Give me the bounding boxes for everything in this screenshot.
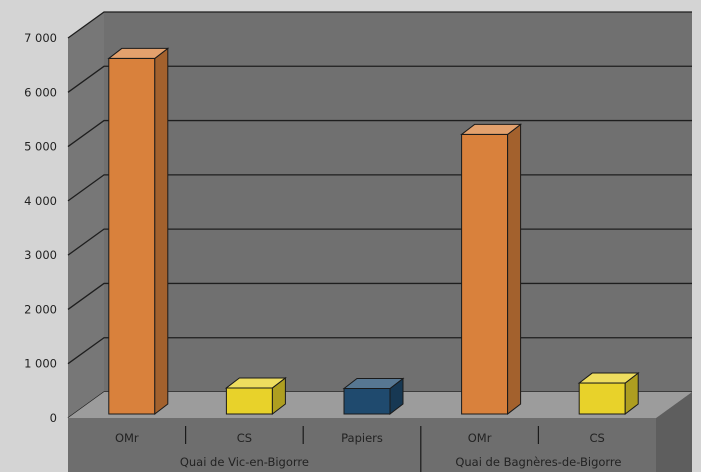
bar	[460, 123, 523, 416]
bar-top	[460, 123, 523, 135]
y-tick-label: 0	[50, 411, 57, 425]
x-tick-label: Papiers	[341, 431, 383, 445]
x-tick-label: CS	[590, 431, 605, 445]
chart-background	[68, 12, 692, 418]
bar-top	[577, 372, 640, 384]
gridline	[67, 11, 692, 39]
side-wall	[68, 12, 104, 418]
bar-front	[461, 133, 509, 415]
bar-front	[108, 57, 156, 415]
x-axis: OMr CS Papiers Quai de Vic-en-Bigorre OMr CS Q…	[115, 426, 621, 472]
x-tick-label: OMr	[115, 431, 139, 445]
gridline	[67, 119, 692, 148]
bar-front	[343, 387, 391, 415]
floor-front	[68, 418, 656, 472]
gridline	[67, 65, 692, 93]
bar	[224, 376, 287, 416]
floor-side	[656, 392, 692, 472]
y-axis: 0 1 000 2 000 3 000 4 000 5 000 6 000 7 000	[24, 31, 57, 425]
chart-floor	[68, 392, 692, 472]
bar-side	[507, 123, 522, 416]
y-tick-label: 4 000	[24, 194, 57, 208]
back-wall	[104, 12, 692, 392]
bar	[342, 377, 405, 416]
x-tick-label: OMr	[468, 431, 492, 445]
y-tick-label: 5 000	[24, 140, 57, 154]
bar	[577, 372, 640, 416]
bar-top	[342, 377, 405, 389]
bar-top	[224, 377, 287, 389]
x-group-label: Quai de Vic-en-Bigorre	[180, 455, 309, 469]
bar-top	[107, 47, 170, 59]
bars	[107, 47, 640, 416]
y-tick-label: 6 000	[24, 85, 57, 99]
y-tick-label: 3 000	[24, 248, 57, 262]
x-tick-label: CS	[237, 431, 252, 445]
y-tick-label: 1 000	[24, 357, 57, 371]
bar-front	[578, 382, 626, 415]
bar-side	[154, 47, 169, 416]
bar-front	[225, 387, 273, 415]
y-tick-label: 2 000	[24, 302, 57, 316]
x-group-label: Quai de Bagnères-de-Bigorre	[455, 455, 621, 469]
bar	[107, 47, 170, 416]
y-tick-label: 7 000	[24, 31, 57, 45]
